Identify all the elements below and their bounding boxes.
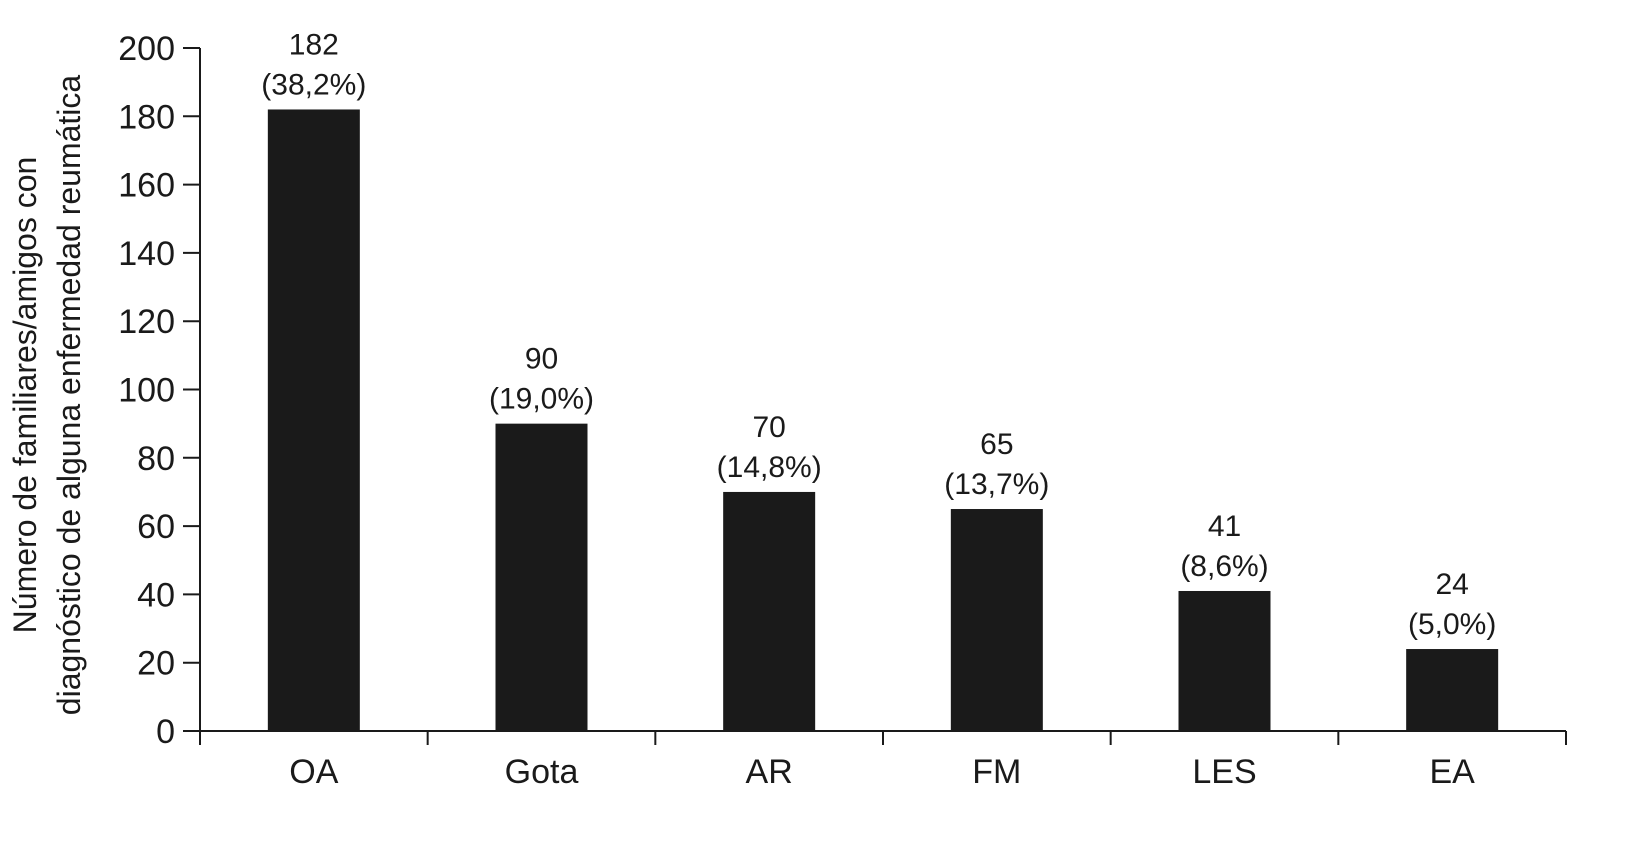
bar-value-label: 90 — [525, 343, 558, 376]
bar-value-label: 182 — [289, 28, 339, 61]
data-labels: 182 (38,2%) 90 (19,0%) 70 (14,8%) 65 (13,7%) 41 (… — [261, 28, 1496, 641]
bar-fm — [950, 509, 1043, 731]
x-tick-label: EA — [1429, 753, 1475, 791]
y-axis-label-line-1: Número de familiares/amigos con — [7, 157, 43, 634]
bar-percent-label: (14,8%) — [717, 451, 822, 484]
y-tick-label: 100 — [118, 372, 175, 410]
bar-value-label: 41 — [1208, 510, 1241, 543]
y-tick-label: 160 — [118, 167, 175, 205]
bar-gota — [495, 423, 588, 731]
x-tick-label: LES — [1192, 753, 1256, 791]
y-axis-label: Número de familiares/amigos con diagnóst… — [7, 75, 87, 716]
bar-ar — [723, 491, 816, 731]
y-tick-label: 60 — [137, 508, 175, 546]
bar-value-label: 70 — [752, 411, 785, 444]
bar-oa — [267, 109, 360, 732]
y-tick-label: 200 — [118, 30, 175, 68]
bar-value-label: 65 — [980, 428, 1013, 461]
bar-percent-label: (19,0%) — [489, 383, 594, 416]
y-tick-label: 40 — [137, 576, 175, 614]
bar-ea — [1406, 649, 1499, 731]
y-tick-label: 120 — [118, 303, 175, 341]
y-axis-ticks: 0 20 40 60 80 100 120 140 160 180 200 — [118, 30, 200, 751]
x-tick-label: FM — [972, 753, 1021, 791]
bar-percent-label: (8,6%) — [1180, 550, 1268, 583]
bar-value-label: 24 — [1435, 568, 1468, 601]
y-tick-label: 20 — [137, 645, 175, 683]
axes — [199, 48, 1566, 732]
x-tick-label: Gota — [505, 753, 579, 791]
y-tick-label: 0 — [156, 713, 175, 751]
x-axis-ticks: OA Gota AR FM LES EA — [199, 731, 1567, 791]
y-axis-label-line-2: diagnóstico de alguna enfermedad reumáti… — [51, 75, 87, 716]
bar-les — [1178, 590, 1271, 731]
y-tick-label: 180 — [118, 98, 175, 136]
bar-percent-label: (38,2%) — [261, 68, 366, 101]
bar-percent-label: (13,7%) — [944, 468, 1049, 501]
x-tick-label: OA — [289, 753, 338, 791]
y-tick-label: 140 — [118, 235, 175, 273]
bar-percent-label: (5,0%) — [1408, 608, 1496, 641]
y-tick-label: 80 — [137, 440, 175, 478]
bars — [267, 109, 1499, 732]
x-tick-label: AR — [746, 753, 793, 791]
